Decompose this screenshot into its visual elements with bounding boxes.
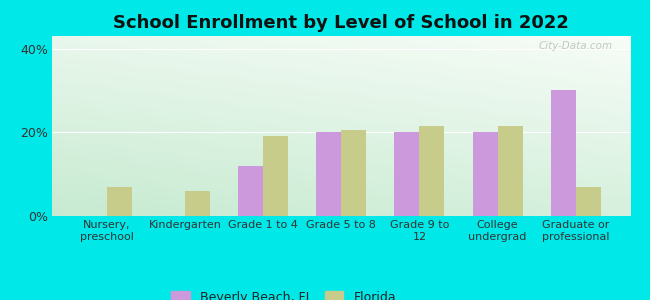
Bar	[498, 126, 523, 216]
Bar	[317, 132, 341, 216]
Bar	[263, 136, 288, 216]
Bar	[576, 187, 601, 216]
Bar	[107, 187, 132, 216]
Text: City-Data.com: City-Data.com	[539, 41, 613, 51]
Bar	[419, 126, 445, 216]
Legend: Beverly Beach, FL, Florida: Beverly Beach, FL, Florida	[171, 291, 396, 300]
Bar	[341, 130, 366, 216]
Bar	[473, 132, 498, 216]
Bar	[551, 90, 576, 216]
Bar	[238, 166, 263, 216]
Bar	[395, 132, 419, 216]
Bar	[185, 191, 210, 216]
Title: School Enrollment by Level of School in 2022: School Enrollment by Level of School in …	[113, 14, 569, 32]
